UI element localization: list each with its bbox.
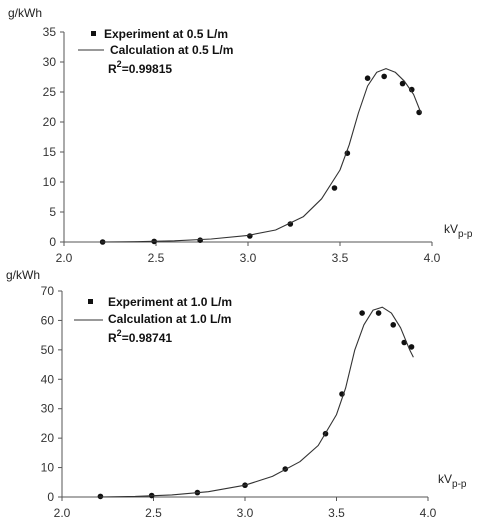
x-tick-label: 4.0 [424, 251, 441, 265]
y-axis-unit-label: g/kWh [6, 268, 40, 282]
x-axis-unit-label: kVp-p [444, 222, 473, 240]
y-tick-label: 35 [43, 25, 57, 39]
experiment-data-point [408, 86, 415, 93]
x-tick-label: 3.0 [240, 251, 257, 265]
experiment-data-point [197, 237, 203, 243]
x-tick-label: 2.0 [56, 251, 73, 265]
experiment-data-point [399, 80, 406, 87]
y-tick-label: 70 [41, 284, 55, 298]
experiment-data-point [390, 322, 397, 328]
calculation-curve [98, 306, 414, 498]
x-tick-label: 2.5 [145, 506, 162, 520]
calculation-curve [100, 68, 422, 243]
legend-label-calculation: Calculation at 0.5 L/m [110, 43, 233, 57]
experiment-data-point [331, 185, 338, 191]
x-tick-label: 3.0 [237, 506, 254, 520]
experiment-data-point [408, 344, 415, 350]
y-tick-label: 50 [41, 343, 55, 357]
legend-marker-experiment [88, 299, 93, 304]
r-squared-label: R2=0.98741 [108, 328, 172, 345]
legend-marker-experiment [91, 31, 96, 36]
x-axis-unit-label: kVp-p [438, 472, 467, 490]
x-tick-label: 2.0 [54, 506, 71, 520]
x-tick-label: 2.5 [148, 251, 165, 265]
y-tick-label: 60 [41, 313, 55, 327]
y-tick-label: 10 [41, 461, 55, 475]
y-tick-label: 15 [43, 145, 57, 159]
r-squared-label: R2=0.99815 [108, 59, 172, 76]
chart-panel-top: g/kWh Experiment at 0.5 L/m Calculation … [8, 6, 473, 265]
y-tick-label: 30 [41, 402, 55, 416]
x-tick-label: 3.5 [332, 251, 349, 265]
experiment-data-point [375, 310, 382, 316]
y-tick-label: 20 [43, 115, 57, 129]
y-tick-label: 10 [43, 175, 57, 189]
y-tick-label: 0 [49, 235, 56, 249]
legend: Experiment at 1.0 L/m Calculation at 1.0… [74, 295, 232, 345]
y-tick-label: 30 [43, 55, 57, 69]
y-tick-label: 5 [49, 205, 56, 219]
y-tick-label: 20 [41, 431, 55, 445]
legend-label-calculation: Calculation at 1.0 L/m [108, 312, 231, 326]
experiment-data-point [247, 233, 253, 239]
legend-label-experiment: Experiment at 1.0 L/m [108, 295, 232, 309]
chart-panel-bottom: g/kWh Experiment at 1.0 L/m Calculation … [6, 268, 467, 520]
experiment-data-point [381, 73, 387, 80]
y-tick-label: 0 [47, 490, 54, 504]
y-tick-label: 40 [41, 372, 55, 386]
x-tick-label: 3.5 [328, 506, 345, 520]
experiment-data-point [359, 310, 365, 316]
legend-label-experiment: Experiment at 0.5 L/m [104, 27, 228, 41]
y-tick-label: 25 [43, 85, 57, 99]
experiment-data-point [364, 75, 371, 81]
experiment-data-point [97, 493, 104, 500]
legend: Experiment at 0.5 L/m Calculation at 0.5… [78, 27, 233, 76]
y-axis-unit-label: g/kWh [8, 6, 42, 20]
x-tick-label: 4.0 [420, 506, 437, 520]
